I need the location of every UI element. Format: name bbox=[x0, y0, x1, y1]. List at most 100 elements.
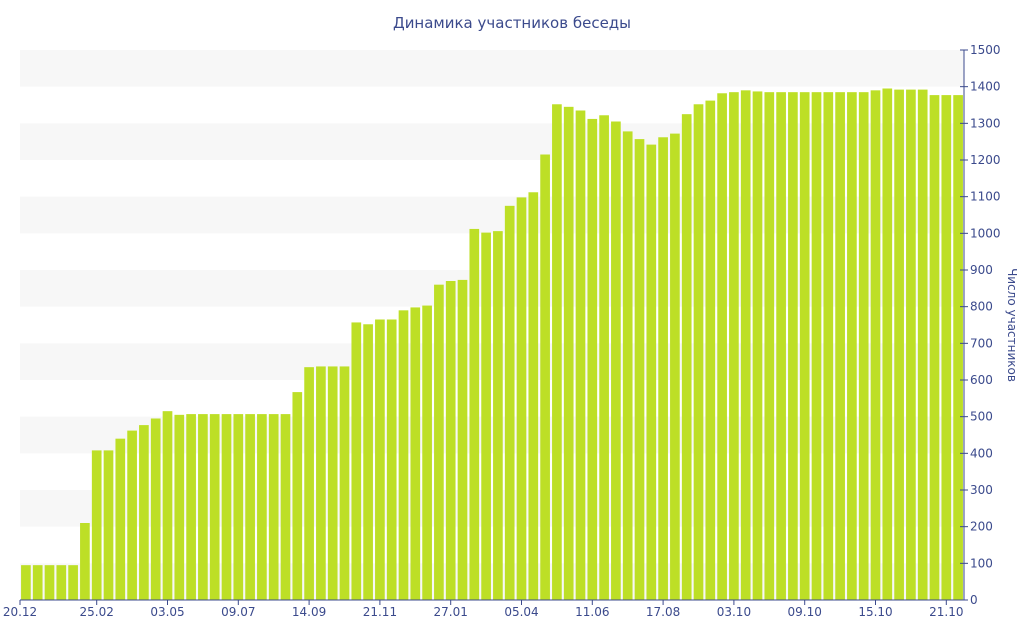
bar[interactable] bbox=[882, 88, 893, 601]
bar[interactable] bbox=[788, 92, 798, 601]
bar[interactable] bbox=[410, 307, 421, 600]
bar[interactable] bbox=[658, 137, 668, 600]
bar[interactable] bbox=[316, 366, 326, 600]
bar[interactable] bbox=[847, 92, 857, 601]
bar[interactable] bbox=[375, 319, 385, 601]
bar[interactable] bbox=[693, 104, 704, 601]
bar[interactable] bbox=[434, 284, 444, 600]
bar[interactable] bbox=[740, 90, 751, 600]
bar[interactable] bbox=[929, 95, 940, 600]
bar[interactable] bbox=[835, 92, 845, 601]
bar[interactable] bbox=[540, 154, 550, 601]
bar[interactable] bbox=[705, 100, 716, 600]
bar[interactable] bbox=[481, 232, 491, 600]
bar[interactable] bbox=[115, 438, 126, 600]
bar[interactable] bbox=[257, 414, 267, 600]
x-tick-label: 09.07 bbox=[221, 605, 255, 619]
bar[interactable] bbox=[162, 411, 173, 600]
bar[interactable] bbox=[339, 366, 350, 600]
bar[interactable] bbox=[528, 192, 539, 600]
bar[interactable] bbox=[634, 139, 645, 600]
bar[interactable] bbox=[717, 93, 727, 601]
grid-band bbox=[20, 123, 964, 160]
bar[interactable] bbox=[56, 565, 67, 600]
bar[interactable] bbox=[127, 430, 137, 600]
bar[interactable] bbox=[906, 89, 916, 600]
y-tick-label: 1300 bbox=[970, 116, 1001, 130]
bar[interactable] bbox=[103, 450, 114, 600]
bar[interactable] bbox=[764, 92, 775, 601]
bar[interactable] bbox=[870, 90, 881, 600]
y-tick-label: 1000 bbox=[970, 226, 1001, 240]
x-tick-label: 14.09 bbox=[292, 605, 326, 619]
bar[interactable] bbox=[670, 133, 680, 600]
bar[interactable] bbox=[599, 115, 609, 601]
bar[interactable] bbox=[304, 367, 314, 600]
bar[interactable] bbox=[233, 414, 244, 600]
bar[interactable] bbox=[21, 565, 31, 600]
bar[interactable] bbox=[268, 414, 279, 600]
bar[interactable] bbox=[575, 110, 586, 601]
bar[interactable] bbox=[552, 104, 562, 601]
bar[interactable] bbox=[280, 414, 291, 600]
x-tick-label: 03.10 bbox=[717, 605, 751, 619]
x-tick-label: 03.05 bbox=[150, 605, 184, 619]
bar[interactable] bbox=[611, 121, 621, 601]
grid-band bbox=[20, 50, 964, 87]
bar[interactable] bbox=[799, 92, 810, 601]
bar[interactable] bbox=[587, 118, 598, 601]
bar[interactable] bbox=[894, 89, 904, 600]
bar[interactable] bbox=[729, 92, 739, 601]
bar[interactable] bbox=[198, 414, 208, 600]
bar[interactable] bbox=[351, 322, 362, 600]
bar[interactable] bbox=[91, 450, 102, 600]
bar[interactable] bbox=[917, 89, 928, 600]
bar[interactable] bbox=[563, 106, 574, 600]
bar[interactable] bbox=[445, 281, 456, 600]
bar[interactable] bbox=[327, 366, 338, 600]
bar[interactable] bbox=[858, 92, 869, 601]
bar[interactable] bbox=[386, 319, 397, 601]
grid-band bbox=[20, 196, 964, 234]
bar[interactable] bbox=[504, 205, 515, 600]
y-tick-label: 300 bbox=[970, 483, 993, 497]
bar[interactable] bbox=[776, 92, 786, 601]
bar[interactable] bbox=[622, 131, 633, 600]
bar[interactable] bbox=[245, 414, 255, 600]
y-tick-label: 400 bbox=[970, 446, 993, 460]
bar[interactable] bbox=[457, 279, 468, 600]
bar[interactable] bbox=[221, 414, 232, 600]
bar[interactable] bbox=[752, 91, 763, 601]
bar[interactable] bbox=[469, 228, 480, 600]
y-tick-label: 1400 bbox=[970, 80, 1001, 94]
bar[interactable] bbox=[681, 114, 692, 601]
grid-band bbox=[20, 490, 964, 527]
bar[interactable] bbox=[139, 425, 149, 600]
y-tick-label: 100 bbox=[970, 556, 993, 570]
bar[interactable] bbox=[32, 565, 43, 600]
bar[interactable] bbox=[811, 92, 822, 601]
bar[interactable] bbox=[186, 414, 196, 600]
bar[interactable] bbox=[646, 144, 657, 600]
grid-band bbox=[20, 416, 964, 454]
bar[interactable] bbox=[941, 95, 952, 600]
bar[interactable] bbox=[209, 414, 220, 600]
bar[interactable] bbox=[68, 565, 78, 600]
bar[interactable] bbox=[823, 92, 834, 601]
bar[interactable] bbox=[44, 565, 55, 600]
bar[interactable] bbox=[516, 197, 527, 600]
grid-band bbox=[20, 343, 964, 380]
x-tick-label: 05.04 bbox=[504, 605, 538, 619]
bar[interactable] bbox=[150, 418, 161, 601]
bar[interactable] bbox=[292, 392, 303, 600]
bar[interactable] bbox=[174, 414, 185, 600]
y-axis-title: Число участников bbox=[1005, 268, 1019, 382]
bar[interactable] bbox=[363, 324, 373, 600]
bar[interactable] bbox=[398, 310, 409, 600]
bar[interactable] bbox=[493, 231, 503, 600]
y-tick-label: 1500 bbox=[970, 43, 1001, 57]
bar[interactable] bbox=[953, 95, 963, 600]
bar[interactable] bbox=[422, 305, 432, 600]
bar[interactable] bbox=[80, 523, 90, 600]
x-tick-label: 21.10 bbox=[929, 605, 963, 619]
